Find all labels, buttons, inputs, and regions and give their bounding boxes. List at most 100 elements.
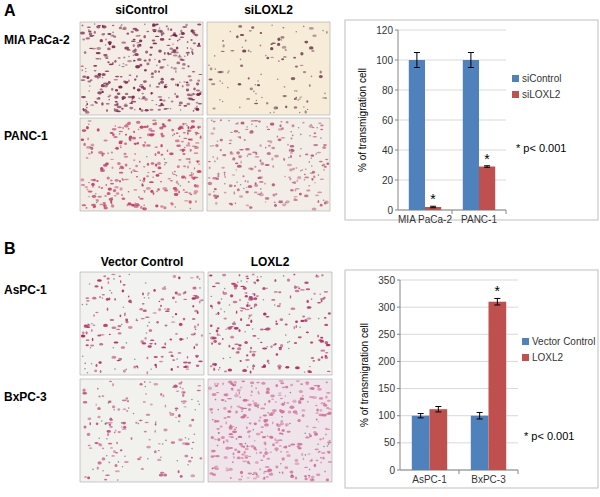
cell bbox=[236, 392, 238, 393]
cell bbox=[107, 33, 111, 35]
cell bbox=[174, 193, 179, 196]
cell bbox=[316, 409, 319, 412]
cell bbox=[124, 143, 127, 145]
cell bbox=[238, 155, 242, 158]
cell bbox=[264, 183, 266, 185]
cell bbox=[115, 125, 116, 127]
cell bbox=[248, 473, 253, 475]
cell bbox=[111, 274, 115, 275]
cell bbox=[287, 164, 292, 166]
pore bbox=[197, 400, 199, 402]
pore bbox=[309, 161, 311, 163]
pore bbox=[123, 63, 125, 65]
cell bbox=[120, 166, 124, 169]
cell bbox=[167, 149, 169, 152]
cell bbox=[131, 40, 136, 42]
cell bbox=[165, 84, 168, 85]
cell bbox=[91, 144, 95, 147]
micrograph bbox=[80, 22, 203, 115]
cell bbox=[91, 151, 93, 154]
cell bbox=[293, 199, 298, 201]
pore bbox=[105, 44, 107, 46]
cell bbox=[144, 60, 147, 62]
cell bbox=[143, 166, 145, 168]
cell bbox=[144, 337, 146, 340]
cell bbox=[235, 123, 237, 124]
cell bbox=[178, 105, 181, 106]
cell bbox=[325, 159, 328, 160]
cell bbox=[311, 459, 313, 462]
cell bbox=[84, 425, 87, 428]
cell bbox=[264, 471, 269, 473]
cell bbox=[211, 456, 215, 458]
cell bbox=[250, 88, 253, 91]
cell bbox=[245, 180, 247, 182]
cell bbox=[238, 478, 242, 480]
cell bbox=[139, 456, 142, 458]
cell bbox=[226, 467, 229, 468]
cell bbox=[295, 290, 300, 293]
cell bbox=[255, 182, 257, 185]
cell bbox=[325, 341, 329, 344]
cell bbox=[105, 58, 108, 60]
micrograph-bg bbox=[208, 379, 332, 482]
cell bbox=[162, 59, 166, 61]
cell bbox=[216, 178, 219, 180]
cell bbox=[88, 191, 93, 193]
cell bbox=[317, 388, 322, 391]
cell bbox=[148, 345, 152, 348]
cell bbox=[224, 176, 225, 178]
pore bbox=[322, 165, 324, 167]
cell bbox=[243, 287, 247, 290]
pore bbox=[117, 479, 119, 481]
cell bbox=[121, 426, 123, 428]
cell bbox=[125, 134, 127, 136]
pore bbox=[285, 202, 287, 204]
cell bbox=[196, 89, 200, 91]
cell bbox=[201, 334, 203, 336]
cell bbox=[275, 323, 278, 325]
cell bbox=[82, 392, 87, 395]
pore bbox=[303, 26, 305, 28]
pore bbox=[119, 64, 121, 66]
pore bbox=[156, 65, 158, 67]
cell bbox=[314, 433, 318, 436]
cell bbox=[197, 24, 201, 26]
pore bbox=[147, 458, 149, 460]
pore bbox=[320, 137, 322, 139]
pore bbox=[180, 149, 182, 151]
cell bbox=[264, 329, 266, 330]
cell bbox=[225, 421, 227, 424]
cell bbox=[218, 343, 221, 346]
cell bbox=[147, 125, 149, 128]
cell bbox=[183, 138, 187, 139]
cell bbox=[181, 176, 185, 178]
cell bbox=[168, 352, 172, 353]
cell bbox=[320, 179, 324, 180]
cell bbox=[183, 189, 185, 190]
cell bbox=[238, 344, 241, 346]
pore bbox=[114, 108, 116, 110]
cell bbox=[154, 146, 158, 147]
cell bbox=[315, 276, 319, 278]
cell bbox=[159, 361, 163, 363]
cell bbox=[103, 275, 106, 277]
cell bbox=[143, 401, 146, 403]
cell bbox=[85, 71, 87, 72]
pore bbox=[133, 55, 135, 57]
cell bbox=[244, 451, 246, 454]
cell bbox=[190, 149, 192, 151]
cell bbox=[137, 458, 141, 460]
pore bbox=[300, 134, 302, 136]
cell bbox=[160, 66, 165, 68]
cell bbox=[210, 410, 213, 412]
cell bbox=[223, 358, 225, 360]
cell bbox=[250, 130, 254, 133]
cell bbox=[187, 41, 189, 43]
cell bbox=[260, 144, 262, 147]
cell bbox=[112, 128, 117, 130]
cell bbox=[191, 125, 195, 128]
cell bbox=[82, 204, 87, 206]
cell bbox=[318, 421, 319, 422]
cell bbox=[112, 134, 115, 136]
